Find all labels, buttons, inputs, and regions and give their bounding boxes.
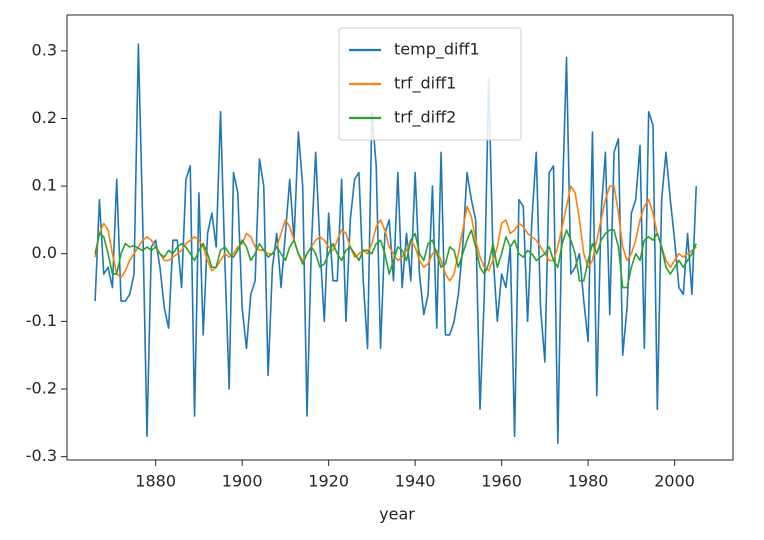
x-axis-label: year [379, 505, 415, 524]
x-tick-label: 1880 [135, 472, 176, 491]
series-line [94, 229, 697, 289]
series-line [94, 185, 697, 282]
x-tick-label: 1900 [222, 472, 263, 491]
x-tick-label: 1960 [481, 472, 522, 491]
legend-label: trf_diff2 [394, 108, 456, 128]
y-tick-label: -0.3 [26, 446, 57, 465]
legend-label: temp_diff1 [394, 40, 480, 60]
x-tick-label: 1920 [308, 472, 349, 491]
y-tick-label: 0.2 [32, 108, 57, 127]
y-tick-label: 0.1 [32, 176, 57, 195]
legend: temp_diff1 trf_diff1 trf_diff2 [338, 27, 522, 141]
x-tick-label: 2000 [654, 472, 695, 491]
plot-frame [66, 14, 734, 461]
series-line [94, 43, 698, 444]
x-tick-label: 1980 [568, 472, 609, 491]
x-tick-label: 1940 [395, 472, 436, 491]
y-tick-label: 0.3 [32, 40, 57, 59]
legend-box [338, 27, 522, 141]
y-tick-label: 0.0 [32, 243, 57, 262]
legend-label: trf_diff1 [394, 74, 456, 94]
y-tick-label: -0.2 [26, 378, 57, 397]
y-tick-label: -0.1 [26, 311, 57, 330]
